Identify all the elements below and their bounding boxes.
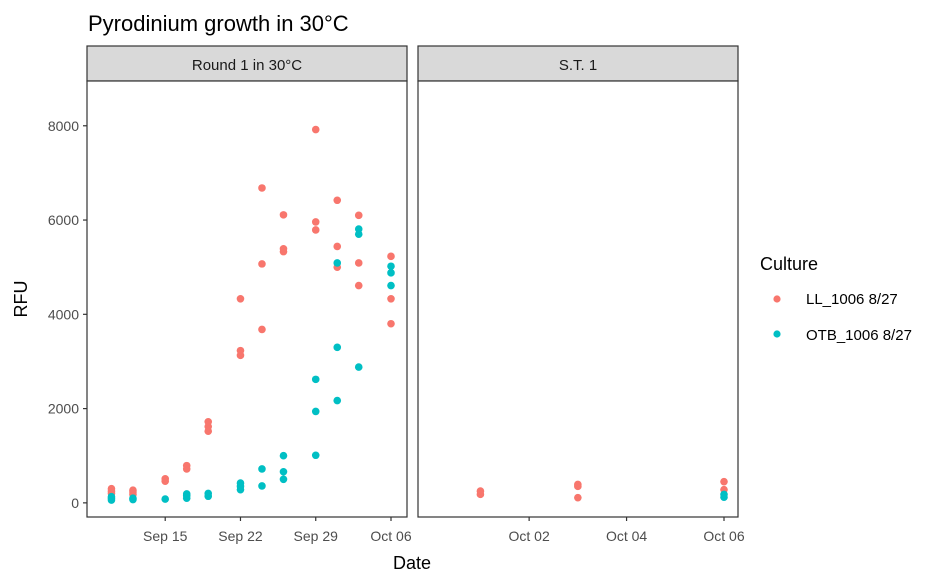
y-tick-label: 4000 bbox=[48, 306, 79, 322]
panel-round-1-points bbox=[107, 125, 395, 504]
panel-border-st-1 bbox=[417, 80, 739, 518]
data-point bbox=[129, 486, 137, 494]
data-point bbox=[279, 475, 288, 484]
data-point bbox=[333, 242, 342, 251]
data-point bbox=[279, 451, 288, 460]
x-tick-label: Oct 06 bbox=[703, 528, 744, 544]
data-point bbox=[311, 218, 320, 226]
data-point bbox=[311, 226, 320, 234]
x-tick-label: Sep 29 bbox=[294, 528, 339, 544]
data-point bbox=[387, 252, 395, 261]
x-tick-label: Oct 06 bbox=[370, 528, 411, 544]
y-tick-label: 0 bbox=[71, 495, 79, 511]
legend: Culture LL_1006 8/27 OTB_1006 8/27 bbox=[760, 254, 912, 344]
data-point bbox=[236, 346, 245, 355]
x-tick-label: Sep 15 bbox=[143, 528, 188, 544]
y-tick-label: 8000 bbox=[48, 118, 79, 134]
strip-background-st-1 bbox=[417, 45, 739, 82]
data-point bbox=[236, 294, 245, 303]
y-axis-ticks: 0 2000 4000 6000 8000 bbox=[48, 118, 87, 511]
panel-round-1-x-ticks: Sep 15 Sep 22 Sep 29 Oct 06 bbox=[143, 517, 412, 544]
data-point bbox=[333, 396, 342, 405]
data-point bbox=[311, 125, 320, 134]
x-tick-label: Sep 22 bbox=[218, 528, 263, 544]
legend-label-ll-1006: LL_1006 8/27 bbox=[806, 291, 898, 308]
data-point bbox=[333, 343, 342, 352]
data-point bbox=[574, 493, 582, 502]
panel-st-1-points bbox=[476, 477, 728, 502]
data-point bbox=[258, 465, 266, 473]
data-point bbox=[311, 375, 320, 384]
data-point bbox=[107, 492, 116, 501]
data-point bbox=[574, 480, 582, 489]
data-point bbox=[204, 417, 213, 426]
x-tick-label: Oct 02 bbox=[509, 528, 550, 544]
legend-key-ll-1006 bbox=[773, 295, 781, 303]
data-point bbox=[354, 281, 363, 290]
data-point bbox=[279, 211, 288, 219]
data-point bbox=[182, 490, 191, 498]
data-point bbox=[204, 489, 213, 498]
data-point bbox=[354, 363, 363, 371]
data-point bbox=[387, 294, 395, 303]
data-point bbox=[476, 487, 485, 495]
data-point bbox=[258, 325, 266, 334]
data-point bbox=[107, 484, 116, 493]
data-point bbox=[182, 461, 191, 470]
data-point bbox=[333, 259, 342, 267]
x-axis-title: Date bbox=[393, 553, 431, 573]
panel-border-round-1 bbox=[86, 80, 408, 518]
data-point bbox=[161, 495, 170, 503]
panel-round-1: Round 1 in 30°C Sep 15 Sep 22 Sep 29 Oct 06 bbox=[86, 45, 412, 544]
data-point bbox=[129, 494, 137, 502]
legend-label-otb-1006: OTB_1006 8/27 bbox=[806, 327, 912, 344]
data-point bbox=[161, 475, 170, 483]
data-point bbox=[720, 490, 728, 499]
data-point bbox=[311, 451, 320, 460]
data-point bbox=[387, 281, 395, 290]
data-point bbox=[387, 319, 395, 328]
data-point bbox=[279, 245, 288, 253]
legend-key-otb-1006 bbox=[773, 330, 781, 338]
data-point bbox=[279, 467, 288, 476]
data-point bbox=[333, 196, 342, 205]
panel-st-1-x-ticks: Oct 02 Oct 04 Oct 06 bbox=[509, 517, 745, 544]
chart-title: Pyrodinium growth in 30°C bbox=[88, 11, 349, 36]
data-point bbox=[258, 184, 266, 192]
data-point bbox=[387, 269, 395, 277]
panel-st-1: S.T. 1 Oct 02 Oct 04 Oct 06 bbox=[417, 45, 745, 544]
data-point bbox=[354, 259, 363, 267]
strip-label-round-1: Round 1 in 30°C bbox=[192, 57, 302, 74]
x-tick-label: Oct 04 bbox=[606, 528, 647, 544]
data-point bbox=[236, 479, 245, 487]
data-point bbox=[720, 477, 728, 486]
data-point bbox=[258, 482, 266, 490]
data-point bbox=[354, 225, 363, 233]
y-tick-label: 6000 bbox=[48, 212, 79, 228]
data-point bbox=[311, 407, 320, 416]
data-point bbox=[387, 262, 395, 271]
legend-title: Culture bbox=[760, 254, 818, 274]
strip-background-round-1 bbox=[86, 45, 408, 82]
strip-label-st-1: S.T. 1 bbox=[559, 57, 597, 74]
data-point bbox=[258, 260, 266, 268]
y-tick-label: 2000 bbox=[48, 401, 79, 417]
y-axis-title: RFU bbox=[11, 281, 31, 318]
data-point bbox=[354, 211, 363, 220]
